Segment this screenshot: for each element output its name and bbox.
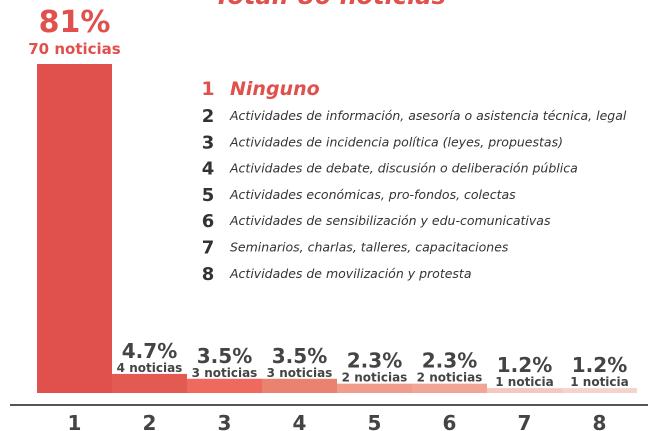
x-tick-label: 3 — [218, 411, 232, 431]
legend-number: 2 — [202, 106, 215, 127]
count-label: 2 noticias — [417, 371, 483, 385]
legend-number: 7 — [202, 238, 215, 259]
value-label: 1.2% — [497, 353, 552, 377]
legend-text: Actividades de información, asesoría o a… — [229, 108, 627, 123]
count-label: 70 noticias — [28, 40, 121, 58]
bar — [337, 383, 412, 393]
value-label: 2.3% — [347, 349, 402, 373]
count-label: 3 noticias — [267, 366, 333, 380]
value-label: 81% — [39, 5, 111, 40]
chart-title: Total: 86 noticias — [214, 0, 446, 10]
count-label: 1 noticia — [495, 375, 554, 389]
x-tick-label: 4 — [293, 411, 307, 431]
value-label: 3.5% — [197, 344, 252, 368]
x-tick-label: 1 — [68, 411, 82, 431]
bar — [37, 64, 112, 393]
legend-number: 8 — [202, 264, 215, 285]
legend-number: 1 — [201, 78, 214, 100]
count-label: 2 noticias — [342, 371, 408, 385]
legend-number: 4 — [202, 159, 215, 180]
legend-text: Actividades de debate, discusión o delib… — [229, 161, 578, 176]
value-label: 1.2% — [572, 353, 627, 377]
value-label: 2.3% — [422, 349, 477, 373]
count-label: 3 noticias — [192, 366, 258, 380]
value-label: 4.7% — [122, 339, 177, 363]
x-tick-label: 6 — [443, 411, 457, 431]
x-tick-label: 7 — [518, 411, 532, 431]
x-tick-label: 2 — [143, 411, 157, 431]
bar — [262, 378, 337, 393]
legend-number: 5 — [202, 185, 215, 206]
count-label: 4 noticias — [117, 361, 183, 375]
legend-text: Actividades de sensibilización y edu-com… — [229, 213, 551, 228]
value-label: 3.5% — [272, 344, 327, 368]
legend-text: Actividades de movilización y protesta — [229, 266, 471, 281]
bar — [112, 373, 187, 393]
bar — [187, 378, 262, 393]
x-tick-label: 8 — [593, 411, 607, 431]
legend-text: Seminarios, charlas, talleres, capacitac… — [230, 240, 509, 255]
x-tick-label: 5 — [368, 411, 382, 431]
bar — [562, 388, 637, 393]
legend-text: Actividades económicas, pro-fondos, cole… — [229, 187, 516, 202]
count-label: 1 noticia — [570, 375, 629, 389]
legend-number: 6 — [202, 211, 215, 232]
legend-text: Ninguno — [230, 78, 320, 100]
bar — [487, 388, 562, 393]
legend-text: Actividades de incidencia política (leye… — [229, 134, 563, 149]
bar — [412, 383, 487, 393]
legend-number: 3 — [202, 132, 215, 153]
